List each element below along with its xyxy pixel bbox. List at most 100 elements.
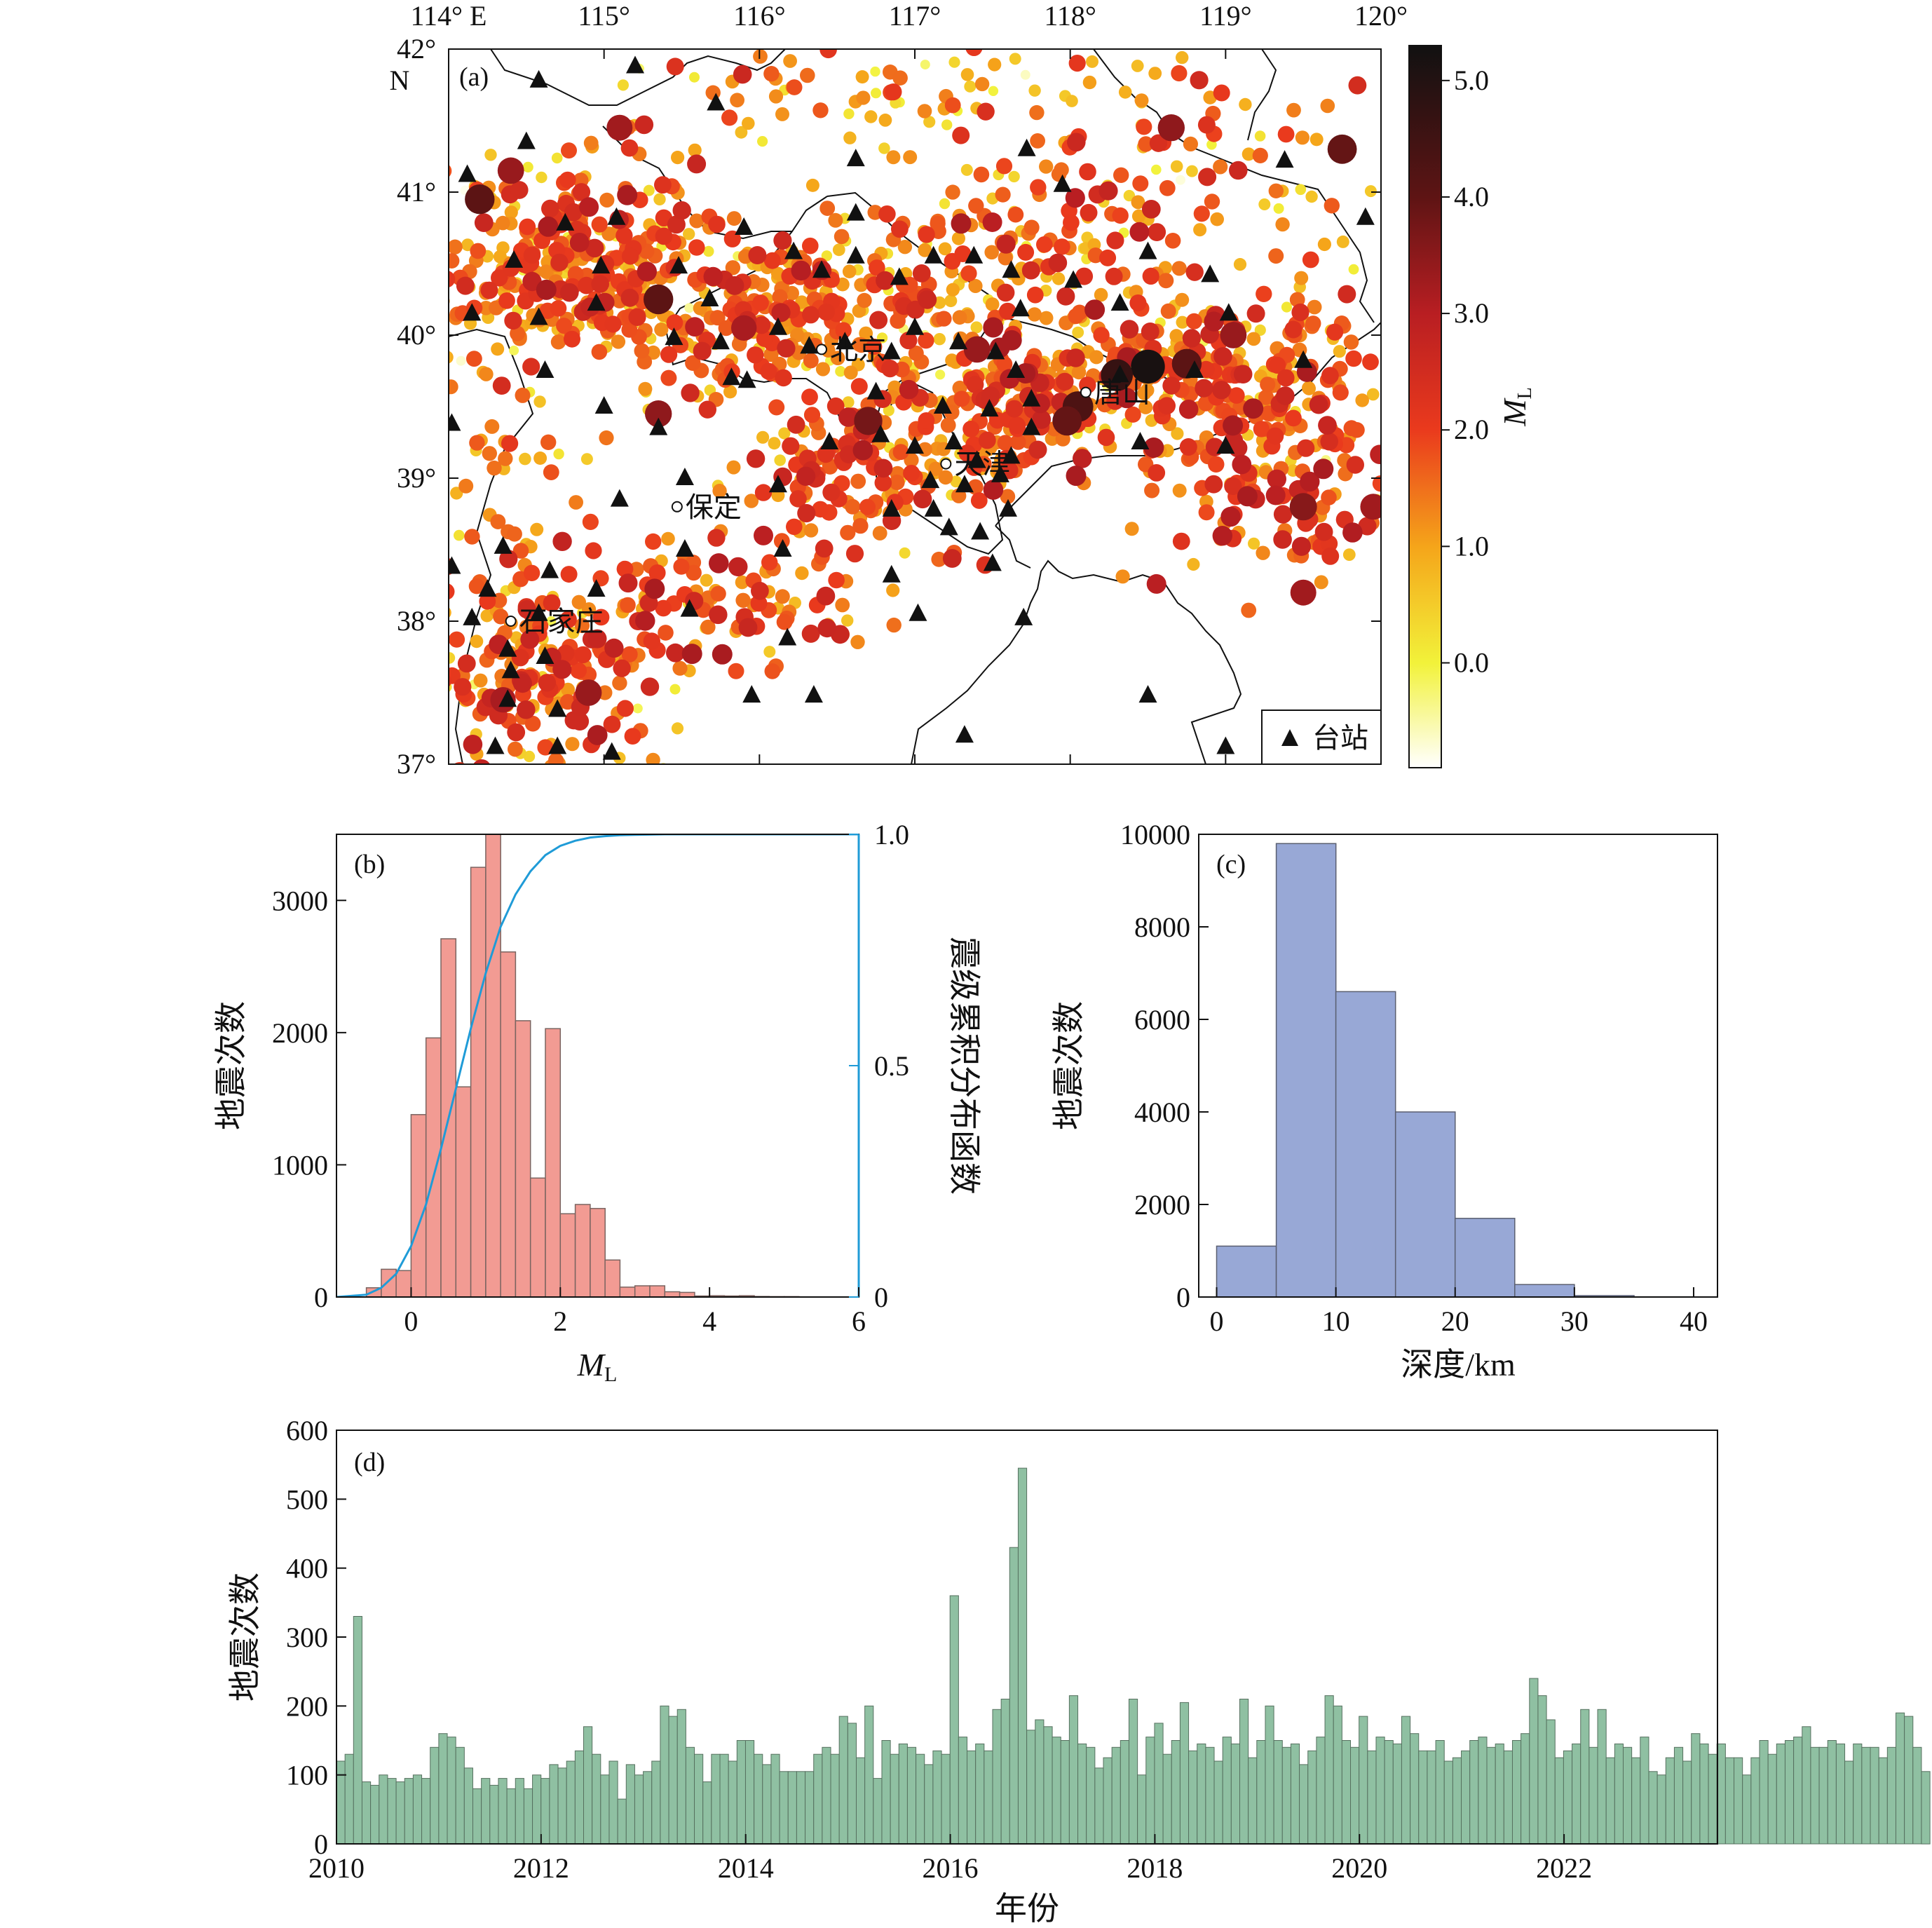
earthquake-event: [685, 317, 705, 337]
earthquake-event: [1267, 469, 1287, 489]
earthquake-event: [449, 239, 463, 254]
monthly-bar: [395, 1781, 405, 1845]
panel-d-x-tick-label: 2012: [513, 1852, 569, 1884]
earthquake-event: [454, 678, 472, 696]
earthquake-event: [938, 470, 953, 485]
earthquake-event: [417, 402, 430, 415]
earthquake-event: [951, 231, 965, 245]
earthquake-event: [817, 445, 835, 463]
earthquake-event: [1071, 365, 1087, 380]
magnitude-bar: [425, 1037, 442, 1297]
station-triangle-icon: [768, 317, 787, 335]
earthquake-event-large: [963, 336, 991, 363]
monthly-bar: [1324, 1695, 1334, 1845]
earthquake-event: [426, 276, 440, 290]
station-triangle-icon: [991, 464, 1009, 482]
monthly-bar: [1401, 1716, 1411, 1845]
earthquake-event: [1010, 434, 1026, 450]
earthquake-event: [886, 583, 900, 597]
earthquake-event: [1268, 248, 1284, 264]
earthquake-event: [1170, 160, 1183, 173]
earthquake-event: [853, 337, 869, 353]
earthquake-event: [681, 383, 700, 402]
earthquake-event: [1295, 184, 1307, 196]
earthquake-event: [624, 728, 641, 745]
station-triangle-icon: [449, 413, 461, 431]
earthquake-event: [1258, 198, 1271, 210]
earthquake-event: [1309, 395, 1328, 414]
monthly-bar: [1784, 1740, 1795, 1845]
station-triangle-icon: [921, 470, 940, 489]
earthquake-event: [945, 353, 959, 367]
earthquake-event: [1213, 84, 1230, 102]
earthquake-event: [828, 212, 843, 228]
monthly-bar: [1043, 1726, 1053, 1845]
earthquake-event: [783, 54, 797, 68]
monthly-bar: [1418, 1750, 1428, 1845]
station-triangle-icon: [529, 69, 548, 88]
earthquake-event: [456, 276, 475, 295]
earthquake-event: [1370, 444, 1381, 464]
earthquake-event: [1112, 207, 1129, 224]
earthquake-event: [1318, 416, 1337, 435]
panel-b-y2-tick-label: 0.5: [874, 1050, 909, 1082]
earthquake-event: [800, 67, 815, 83]
earthquake-event: [996, 283, 1015, 302]
earthquake-event: [543, 464, 559, 480]
monthly-bar: [617, 1798, 627, 1845]
station-triangle-icon: [906, 436, 924, 454]
earthquake-event: [795, 566, 809, 581]
earthquake-event: [923, 116, 936, 128]
earthquake-event: [918, 332, 934, 349]
earthquake-event: [778, 427, 791, 440]
station-triangle-icon: [498, 689, 517, 707]
station-triangle-icon: [649, 417, 668, 435]
earthquake-event: [582, 513, 599, 531]
depth-bar: [1275, 843, 1337, 1298]
monthly-bar: [1256, 1740, 1266, 1845]
earthquake-event: [611, 334, 626, 349]
earthquake-event: [1243, 398, 1264, 419]
earthquake-event: [803, 353, 819, 369]
monthly-bar: [1878, 1757, 1888, 1845]
map-y-tick-label: 41°: [397, 176, 436, 208]
station-triangle-icon: [836, 332, 855, 350]
earthquake-event: [1159, 179, 1176, 196]
earthquake-event: [747, 346, 764, 364]
earthquake-event: [1246, 332, 1261, 346]
earthquake-event: [821, 250, 833, 262]
earthquake-event: [954, 245, 972, 262]
monthly-bar: [1742, 1774, 1752, 1845]
earthquake-event: [672, 660, 688, 676]
earthquake-event: [1273, 530, 1292, 549]
earthquake-event: [962, 420, 980, 437]
earthquake-event: [852, 517, 869, 534]
station-triangle-icon: [1002, 446, 1021, 464]
earthquake-event: [742, 116, 755, 130]
earthquake-event: [673, 558, 690, 575]
monthly-bar: [1213, 1760, 1223, 1845]
earthquake-event: [666, 643, 685, 663]
station-triangle-icon: [882, 341, 901, 360]
earthquake-event: [1253, 421, 1270, 437]
earthquake-event: [671, 151, 685, 165]
earthquake-event: [988, 86, 999, 96]
panel-b-y-tick-label: 2000: [272, 1017, 328, 1049]
earthquake-event: [449, 652, 456, 664]
station-triangle-icon: [1216, 436, 1235, 454]
earthquake-event: [496, 215, 510, 231]
earthquake-event: [997, 435, 1014, 452]
earthquake-event: [615, 226, 633, 245]
monthly-bar: [1154, 1723, 1164, 1845]
earthquake-event: [621, 646, 638, 663]
monthly-bar: [1009, 1547, 1019, 1845]
earthquake-event: [764, 663, 781, 679]
earthquake-event: [1115, 569, 1130, 584]
earthquake-event: [449, 379, 458, 395]
earthquake-event: [970, 492, 988, 509]
earthquake-event: [738, 618, 758, 637]
monthly-bar: [336, 1760, 346, 1845]
earthquake-event: [999, 302, 1016, 320]
